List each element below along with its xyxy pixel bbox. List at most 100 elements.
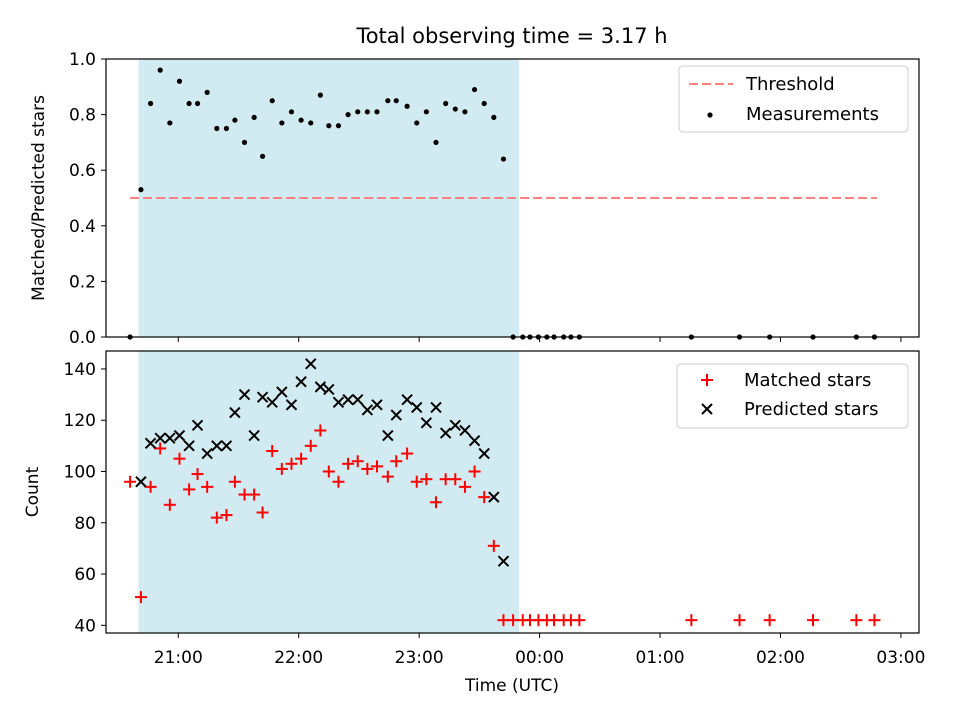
predicted-star-point bbox=[144, 437, 157, 449]
predicted-star-point bbox=[135, 476, 147, 488]
y-tick-label: 1.0 bbox=[69, 50, 96, 70]
predicted-star-point bbox=[352, 394, 364, 406]
predicted-star-point bbox=[266, 396, 278, 408]
measurement-point bbox=[194, 100, 201, 107]
matched-star-point bbox=[183, 483, 196, 496]
predicted-star-point bbox=[323, 383, 335, 396]
matched-star-point bbox=[144, 480, 157, 493]
threshold-legend-label: Threshold bbox=[745, 74, 835, 95]
measurement-point bbox=[385, 98, 391, 104]
y-tick-label: 0.0 bbox=[69, 328, 96, 348]
y-tick-label: 140 bbox=[64, 360, 96, 380]
measurement-point bbox=[481, 100, 487, 107]
measurement-point bbox=[288, 109, 295, 115]
matched-star-point bbox=[314, 424, 327, 437]
predicted-star-point bbox=[191, 419, 204, 432]
predicted-star-point bbox=[430, 401, 442, 414]
y-tick-label: 40 bbox=[74, 616, 96, 636]
ratio-panel: 0.0 0.2 0.4 0.6 0.8 1.0 Matched/Predicted sta… bbox=[29, 50, 920, 348]
y-tick-label: 0.4 bbox=[69, 217, 96, 237]
matched-star-point bbox=[201, 480, 214, 493]
ratio-axis-ticks: 0.0 0.2 0.4 0.6 0.8 1.0 bbox=[69, 50, 902, 348]
measurement-point bbox=[374, 109, 380, 115]
predicted-star-point bbox=[285, 399, 298, 411]
measurement-point bbox=[232, 117, 238, 123]
predicted-star-point bbox=[154, 432, 166, 444]
predicted-star-point bbox=[220, 440, 233, 452]
predicted-star-point bbox=[183, 440, 195, 452]
matched-star-point bbox=[248, 488, 261, 501]
count-panel: 21:00 22:00 23:00 00:00 01:00 02:00 03:00 40 60 8… bbox=[23, 350, 926, 696]
predicted-star-point bbox=[295, 376, 307, 388]
matched-star-point bbox=[478, 491, 491, 504]
matched-star-point bbox=[468, 465, 481, 478]
matched-star-point bbox=[685, 614, 698, 627]
measurement-point bbox=[355, 109, 361, 115]
matched-star-point bbox=[850, 614, 863, 627]
measurement-point bbox=[223, 125, 230, 132]
predicted-legend-label: Predicted stars bbox=[744, 399, 878, 420]
matched-star-point bbox=[304, 439, 317, 452]
matched-star-point bbox=[285, 457, 298, 470]
matched-star-point bbox=[256, 506, 269, 519]
matched-star-point bbox=[134, 591, 147, 604]
measurement-point bbox=[251, 114, 257, 120]
ratio-legend: Threshold Measurements bbox=[678, 65, 909, 133]
predicted-star-point bbox=[332, 396, 345, 408]
count-shaded-span bbox=[138, 351, 520, 633]
predicted-star-point bbox=[411, 401, 423, 414]
measurements-legend-label: Measurements bbox=[746, 104, 879, 125]
measurement-point bbox=[308, 120, 314, 126]
matched-star-point bbox=[361, 462, 374, 475]
matched-star-point bbox=[449, 473, 462, 486]
y-tick-label: 0.6 bbox=[69, 161, 96, 181]
matched-star-point bbox=[573, 614, 586, 627]
y-tick-label: 100 bbox=[64, 462, 96, 482]
count-marks bbox=[124, 358, 881, 627]
measurement-point bbox=[452, 106, 458, 112]
x-tick-label: 02:00 bbox=[756, 648, 805, 668]
measurement-point bbox=[269, 98, 275, 104]
x-axis-label: Time (UTC) bbox=[464, 676, 559, 696]
count-axis-ticks: 21:00 22:00 23:00 00:00 01:00 02:00 03:00 40 60 8… bbox=[64, 360, 926, 668]
matched-star-point bbox=[401, 447, 414, 460]
measurement-point bbox=[326, 123, 332, 129]
ratio-y-axis-label: Matched/Predicted stars bbox=[29, 95, 49, 301]
predicted-star-point bbox=[276, 386, 288, 398]
predicted-star-point bbox=[382, 429, 394, 442]
x-tick-label: 21:00 bbox=[154, 648, 203, 668]
measurement-point bbox=[491, 114, 497, 120]
measurement-point bbox=[279, 120, 285, 126]
predicted-star-point bbox=[497, 555, 510, 567]
predicted-legend-swatch bbox=[701, 403, 713, 415]
measurement-point bbox=[414, 120, 420, 126]
matched-star-point bbox=[275, 462, 288, 475]
measurement-point bbox=[471, 86, 478, 93]
matched-star-point bbox=[342, 457, 355, 470]
predicted-star-point bbox=[314, 381, 327, 393]
predicted-star-point bbox=[371, 399, 383, 411]
matched-star-point bbox=[163, 498, 176, 511]
count-plot-frame bbox=[105, 350, 920, 634]
matched-star-point bbox=[228, 475, 241, 488]
predicted-star-point bbox=[420, 417, 433, 429]
measurement-point bbox=[241, 139, 248, 145]
measurement-point bbox=[393, 98, 399, 104]
measurement-point bbox=[423, 109, 429, 115]
matched-star-point bbox=[763, 614, 776, 627]
predicted-star-point bbox=[201, 447, 213, 460]
measurement-point bbox=[462, 109, 468, 115]
measurement-point bbox=[204, 89, 210, 95]
matched-star-point bbox=[266, 444, 279, 457]
matched-star-point bbox=[154, 442, 167, 455]
predicted-star-point bbox=[361, 404, 374, 416]
measurement-point bbox=[214, 125, 220, 132]
figure-title: Total observing time = 3.17 h bbox=[355, 24, 667, 48]
measurement-point bbox=[500, 156, 507, 162]
count-legend-box bbox=[676, 363, 909, 429]
measurement-point bbox=[433, 139, 439, 145]
predicted-star-point bbox=[256, 391, 269, 403]
count-y-axis-label: Count bbox=[23, 466, 43, 517]
matched-star-point bbox=[351, 455, 364, 468]
matched-star-point bbox=[332, 475, 345, 488]
